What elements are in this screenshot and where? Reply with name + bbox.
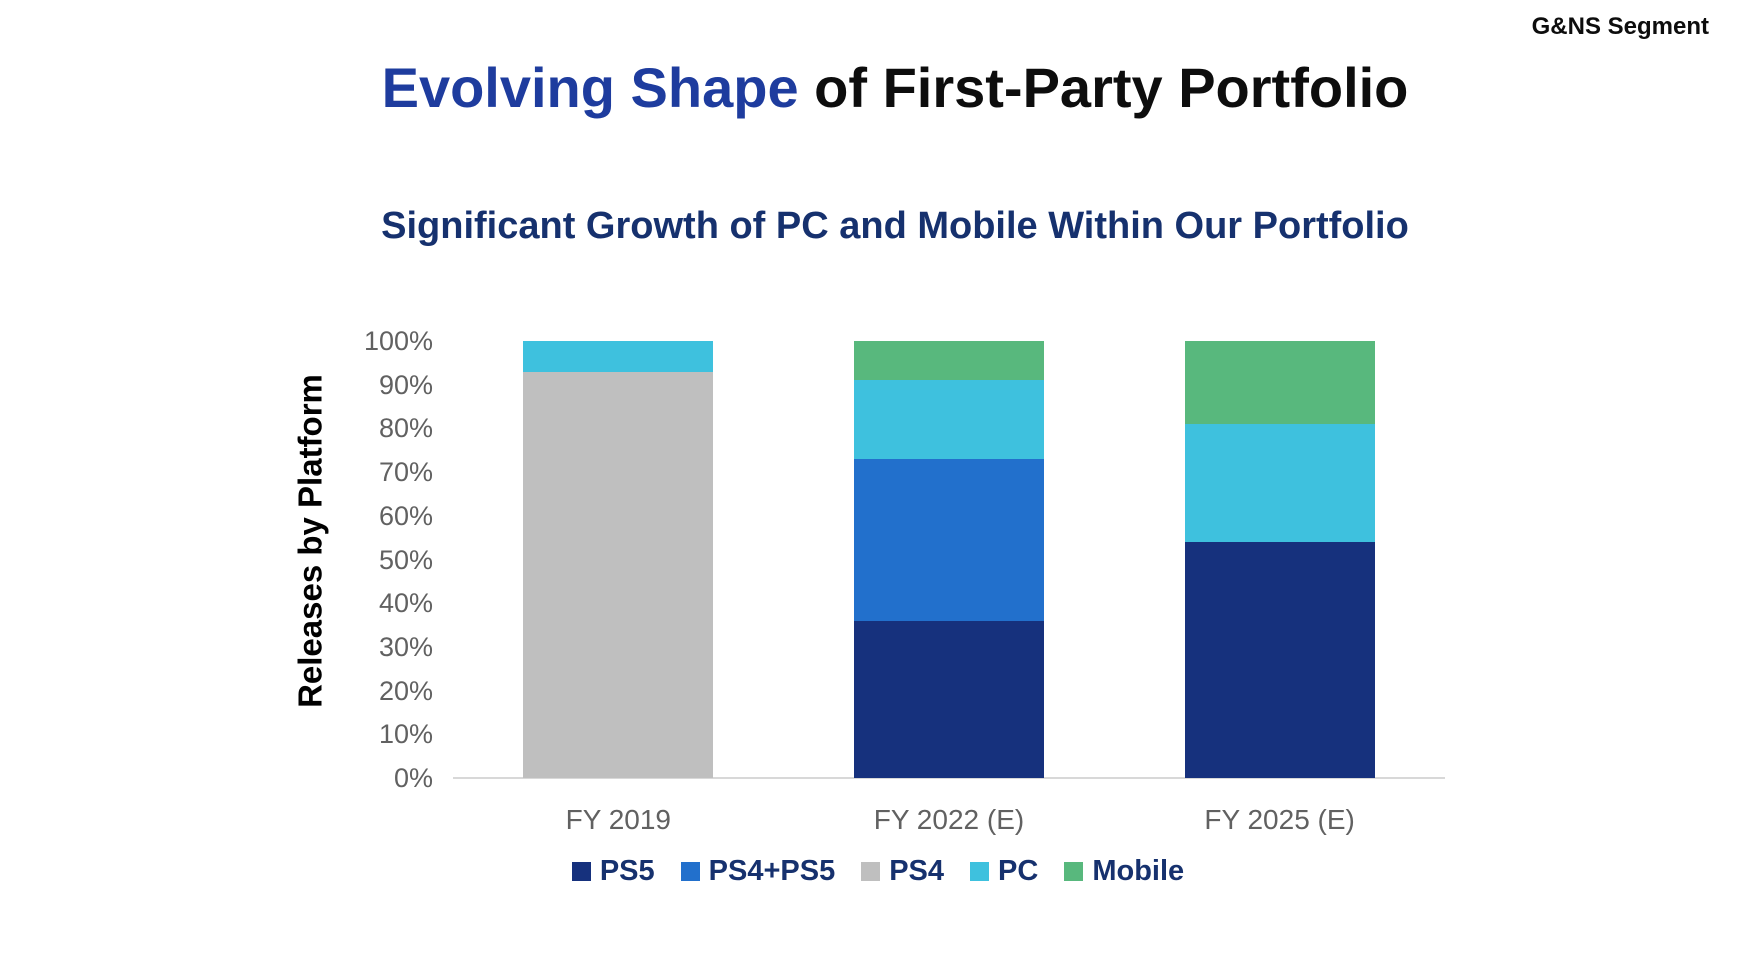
y-tick-label: 80% <box>378 413 433 444</box>
bar-segment-ps5 <box>854 620 1044 778</box>
legend-swatch-pc <box>970 861 990 881</box>
y-tick-label: 30% <box>378 631 433 662</box>
page-title: Evolving Shape of First-Party Portfolio <box>0 55 1756 120</box>
bar-segment-ps4-ps5 <box>854 459 1044 621</box>
legend-item-pc: PC <box>970 856 1038 886</box>
legend-label: PC <box>998 855 1039 887</box>
y-tick-label: 20% <box>378 675 433 706</box>
bar-segment-mobile <box>1184 341 1375 425</box>
legend-item-ps4: PS4 <box>861 856 944 886</box>
bar-segment-ps4 <box>523 371 714 778</box>
legend-swatch-ps4-ps5 <box>680 861 700 881</box>
page-title-rest: of First-Party Portfolio <box>798 56 1409 119</box>
chart-subtitle: Significant Growth of PC and Mobile With… <box>381 205 1409 247</box>
x-axis-line <box>453 777 1445 779</box>
legend-item-ps4-ps5: PS4+PS5 <box>680 855 836 887</box>
y-tick-label: 100% <box>363 326 433 356</box>
page-title-accent: Evolving Shape <box>381 56 799 119</box>
bar-segment-pc <box>1184 424 1375 543</box>
y-tick-label: 70% <box>378 457 433 488</box>
legend-swatch-ps4 <box>861 861 881 881</box>
x-axis-label: FY 2022 (E) <box>873 804 1025 835</box>
y-tick-label: 50% <box>378 544 433 575</box>
legend-swatch-mobile <box>1064 861 1084 881</box>
y-tick-label: 90% <box>378 369 433 400</box>
legend-item-ps5: PS5 <box>571 855 655 887</box>
bar-segment-pc <box>523 341 714 372</box>
chart-legend: PS5 PS4+PS5 PS4 PC Mobile <box>0 856 1756 886</box>
x-axis-label: FY 2019 <box>565 804 671 835</box>
legend-label: PS4+PS5 <box>708 855 836 887</box>
legend-label: Mobile <box>1092 855 1185 887</box>
legend-label: PS5 <box>599 855 655 887</box>
y-tick-label: 10% <box>378 719 433 750</box>
bar-segment-mobile <box>854 341 1044 381</box>
bar-fy-2022-e <box>854 341 1044 778</box>
bar-segment-pc <box>854 380 1044 459</box>
y-tick-label: 40% <box>378 588 433 619</box>
bar-segment-ps5 <box>1184 542 1375 778</box>
bar-fy-2019 <box>523 341 714 778</box>
legend-label: PS4 <box>889 855 945 887</box>
bar-fy-2025-e <box>1184 341 1375 778</box>
stacked-bar-chart: 0% 10% 20% 30% 40% 50% 60% 70% 80% 90% 100% FY 2019… <box>364 327 1445 835</box>
legend-item-mobile: Mobile <box>1064 856 1184 886</box>
segment-label: G&NS Segment <box>1531 13 1709 40</box>
x-axis-label: FY 2025 (E) <box>1204 804 1355 835</box>
y-tick-label: 0% <box>393 763 433 793</box>
y-tick-label: 60% <box>378 500 433 531</box>
legend-swatch-ps5 <box>571 861 591 881</box>
